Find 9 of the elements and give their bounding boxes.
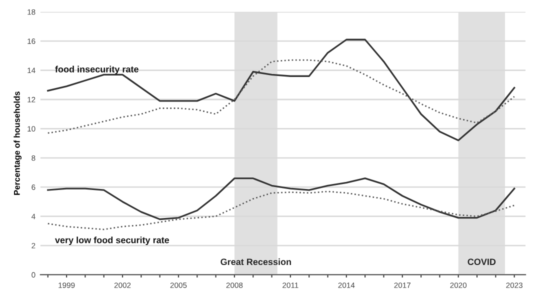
line-series: [47, 38, 516, 142]
line-series: [47, 190, 516, 230]
band-label: Great Recession: [220, 258, 291, 266]
line-series: [47, 59, 516, 134]
text: very low food security rate: [55, 236, 170, 246]
line-series: [47, 178, 516, 220]
y-axis-title: Percentage of households: [14, 92, 22, 195]
series-label: food insecurity rate: [55, 66, 138, 74]
band-label: COVID: [468, 258, 496, 266]
